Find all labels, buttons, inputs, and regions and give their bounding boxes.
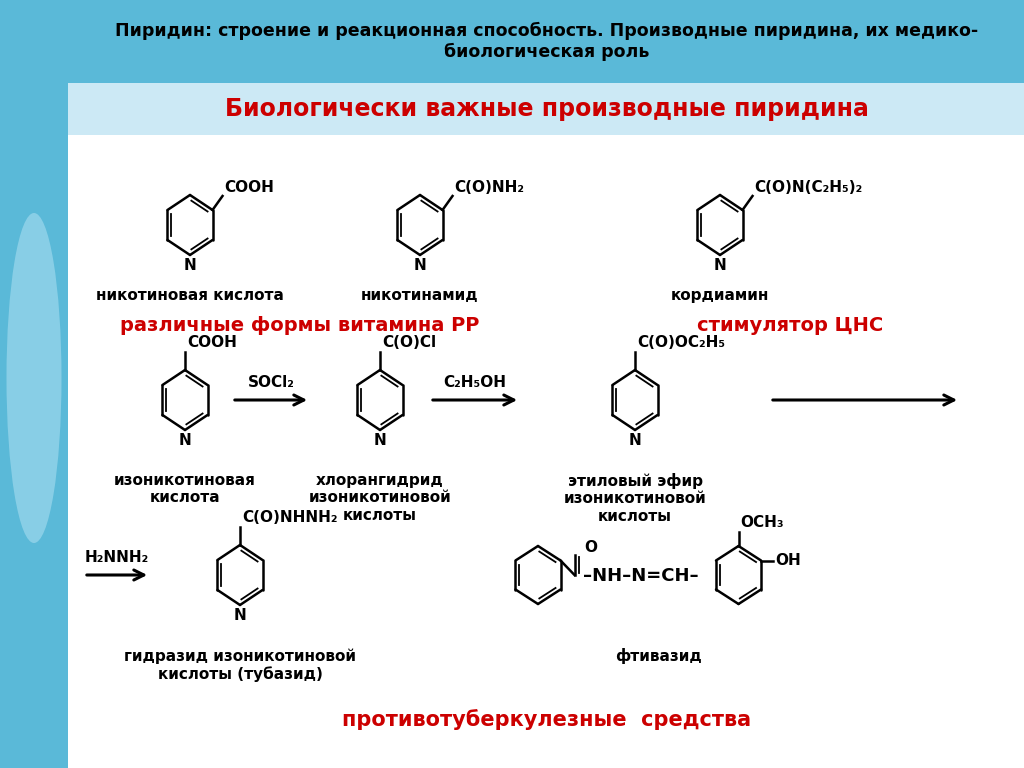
Bar — [68, 0, 1024, 83]
Text: противотуберкулезные  средства: противотуберкулезные средства — [342, 710, 752, 730]
Text: никотинамид: никотинамид — [361, 288, 479, 303]
Text: SOCl₂: SOCl₂ — [248, 375, 295, 390]
Text: C(O)NHNH₂: C(O)NHNH₂ — [242, 510, 338, 525]
Text: гидразид изоникотиновой
кислоты (тубазид): гидразид изоникотиновой кислоты (тубазид… — [124, 648, 356, 682]
Text: изоникотиновая
кислота: изоникотиновая кислота — [114, 473, 256, 505]
Text: этиловый эфир
изоникотиновой
кислоты: этиловый эфир изоникотиновой кислоты — [563, 473, 707, 524]
Text: никотиновая кислота: никотиновая кислота — [96, 288, 284, 303]
Text: N: N — [629, 433, 641, 448]
Text: N: N — [183, 258, 197, 273]
Text: Пиридин: строение и реакционная способность. Производные пиридина, их медико-
би: Пиридин: строение и реакционная способно… — [116, 22, 979, 61]
Text: кордиамин: кордиамин — [671, 288, 769, 303]
Text: COOH: COOH — [224, 180, 274, 195]
Text: N: N — [233, 608, 247, 623]
Text: N: N — [178, 433, 191, 448]
Text: фтивазид: фтивазид — [614, 648, 701, 664]
Text: COOH: COOH — [187, 335, 237, 350]
Text: различные формы витамина РР: различные формы витамина РР — [120, 316, 479, 335]
Text: стимулятор ЦНС: стимулятор ЦНС — [697, 316, 883, 335]
Text: –NH–N=CH–: –NH–N=CH– — [583, 567, 698, 585]
Text: N: N — [414, 258, 426, 273]
Bar — [68, 83, 1024, 135]
Text: O: O — [585, 540, 598, 555]
Text: N: N — [714, 258, 726, 273]
Ellipse shape — [6, 213, 61, 543]
Text: C(O)OC₂H₅: C(O)OC₂H₅ — [637, 335, 725, 350]
Text: C(O)N(C₂H₅)₂: C(O)N(C₂H₅)₂ — [755, 180, 863, 195]
Text: хлорангидрид
изоникотиновой
кислоты: хлорангидрид изоникотиновой кислоты — [308, 473, 452, 523]
Text: N: N — [374, 433, 386, 448]
Text: H₂NNH₂: H₂NNH₂ — [85, 550, 150, 565]
Text: OCH₃: OCH₃ — [740, 515, 784, 530]
Text: C₂H₅OH: C₂H₅OH — [443, 375, 507, 390]
Text: Биологически важные производные пиридина: Биологически важные производные пиридина — [225, 97, 869, 121]
Text: OH: OH — [775, 553, 801, 568]
Text: C(O)NH₂: C(O)NH₂ — [455, 180, 524, 195]
Bar — [0, 0, 68, 768]
Text: C(O)Cl: C(O)Cl — [382, 335, 436, 350]
